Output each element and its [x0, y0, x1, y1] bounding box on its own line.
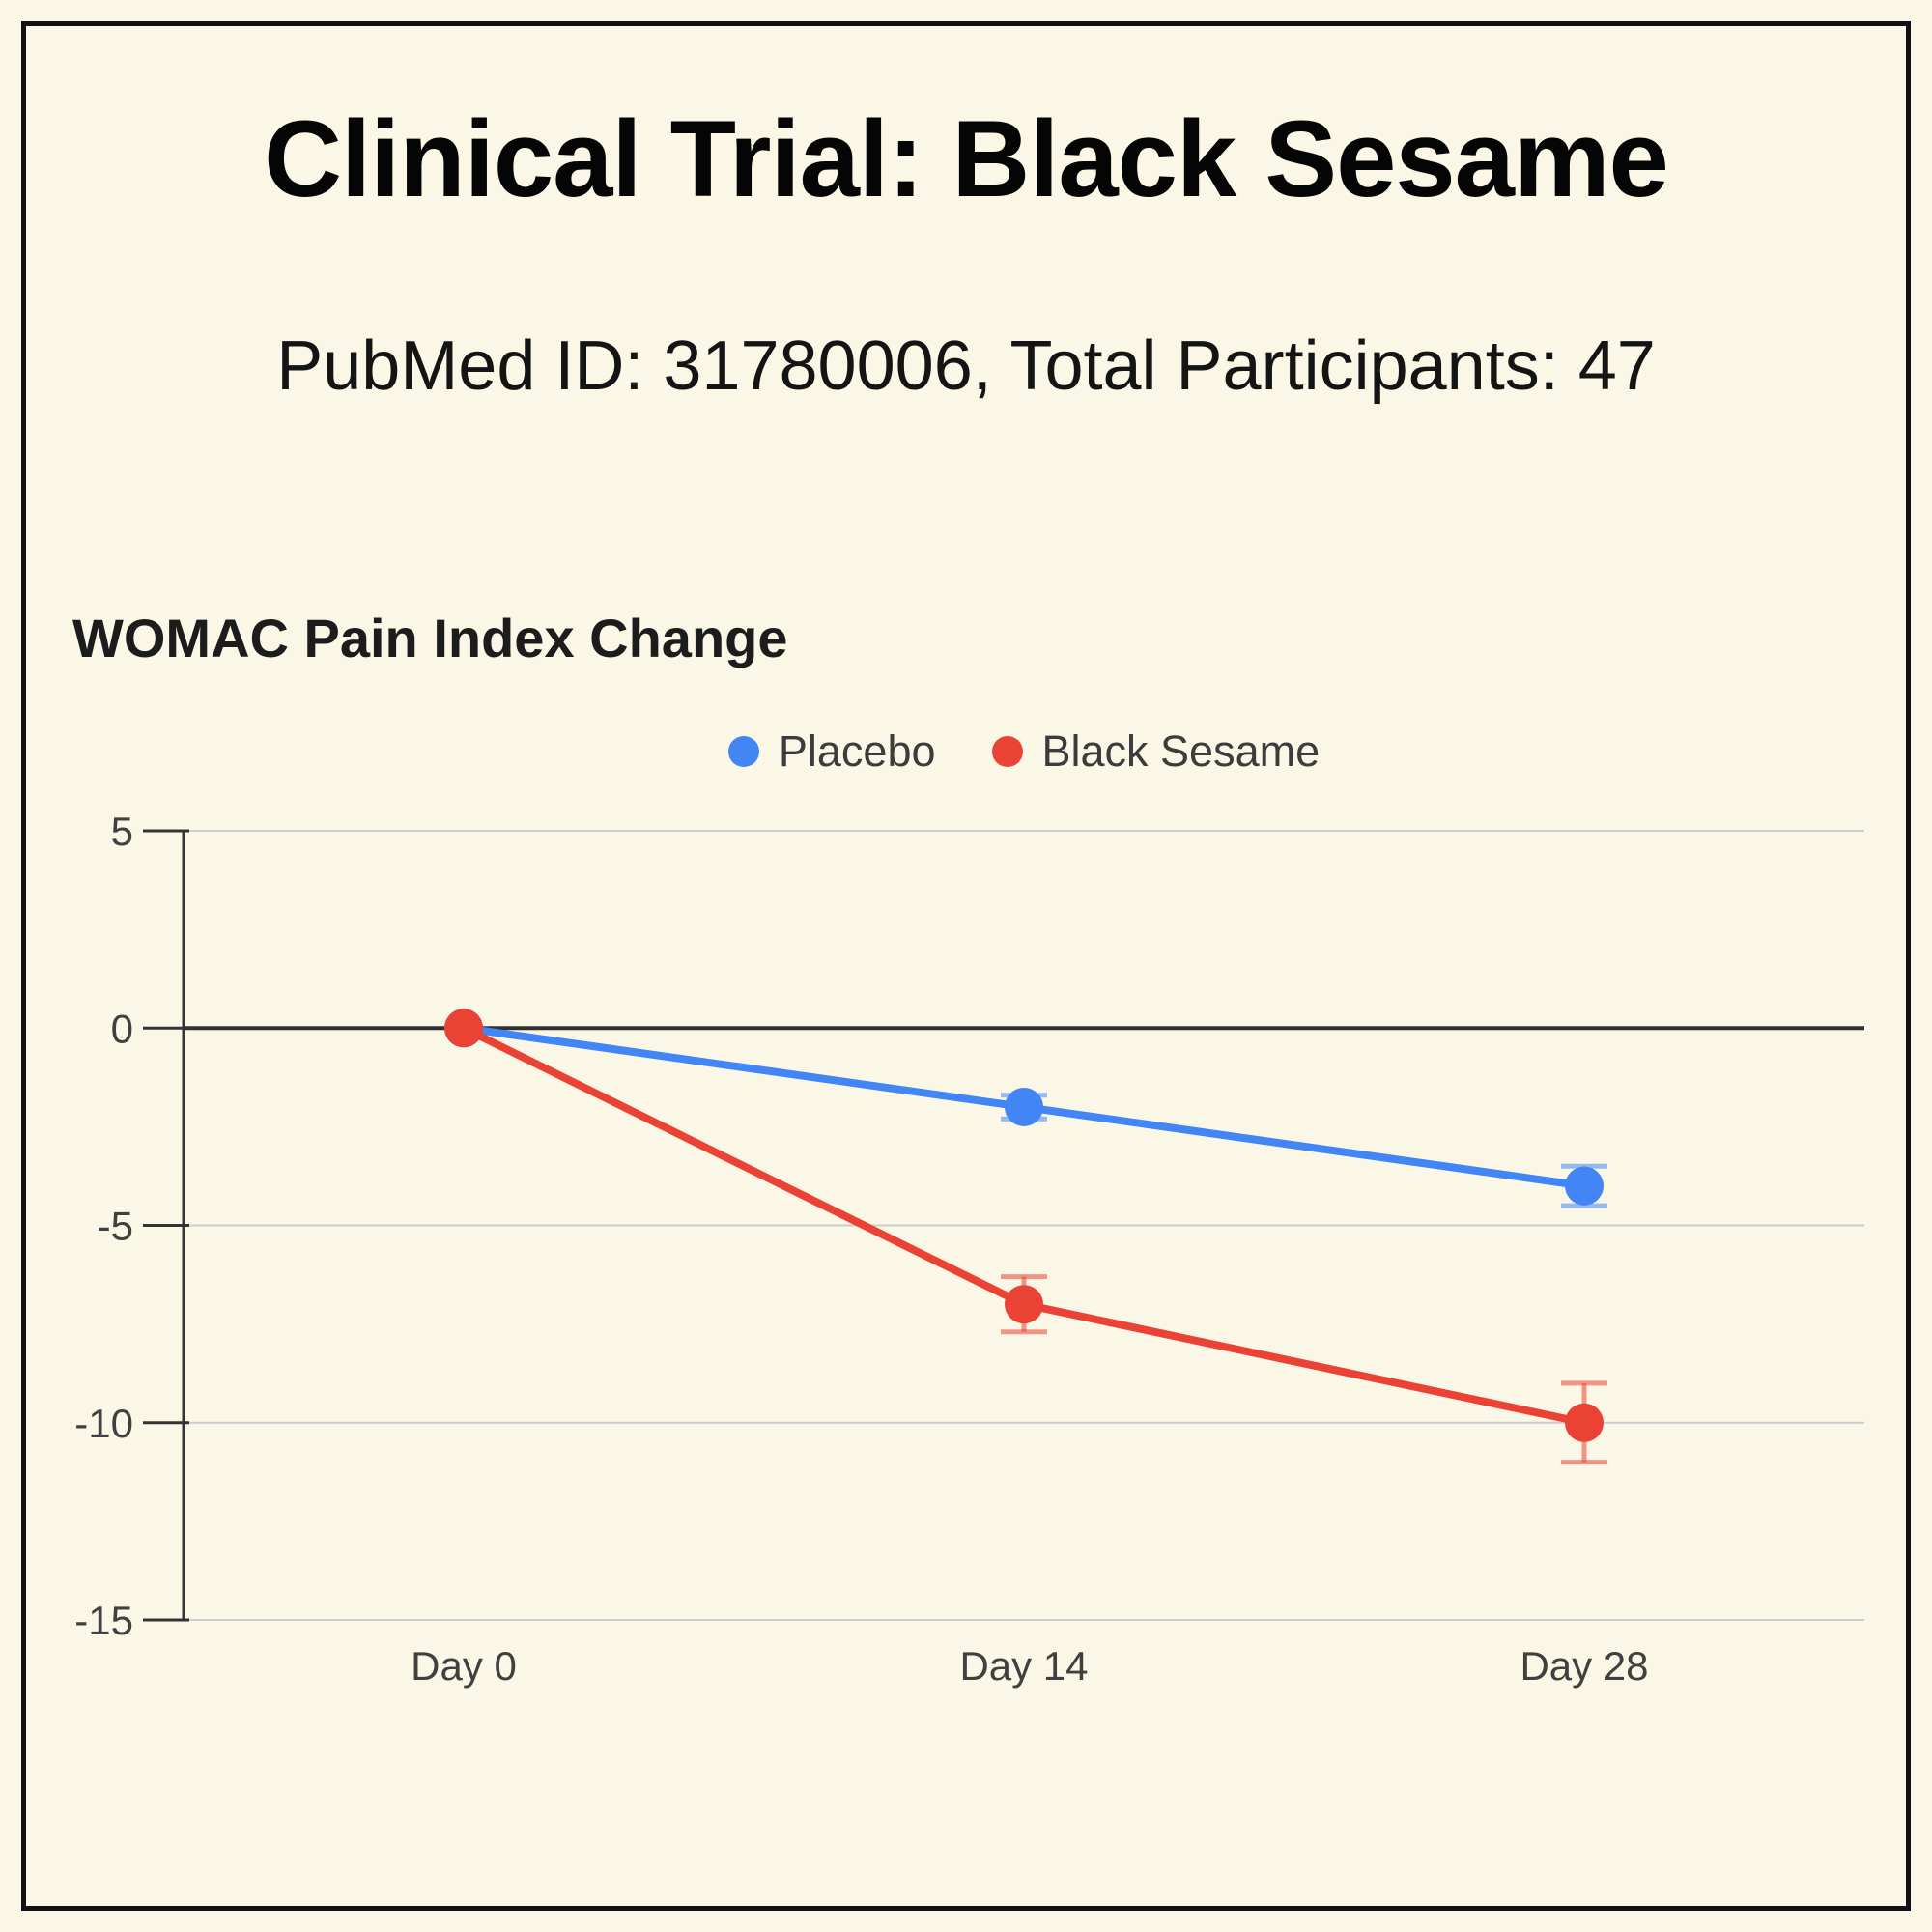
chart-legend: Placebo Black Sesame: [184, 726, 1864, 777]
x-tick-label-day-14: Day 14: [959, 1643, 1088, 1689]
y-tick-label: 5: [111, 809, 133, 854]
legend-label-placebo: Placebo: [778, 726, 936, 776]
legend-dot-black-sesame: [991, 736, 1023, 767]
page-title: Clinical Trial: Black Sesame: [264, 99, 1669, 219]
x-tick-label-day-28: Day 28: [1520, 1643, 1648, 1689]
y-tick-label: -15: [74, 1598, 133, 1643]
data-point-black-sesame-day-0[interactable]: [444, 1009, 483, 1048]
x-tick-label-day-0: Day 0: [411, 1643, 517, 1689]
y-tick-label: -10: [74, 1401, 133, 1446]
legend-label-black-sesame: Black Sesame: [1041, 726, 1321, 776]
legend-item-placebo[interactable]: Placebo: [727, 726, 936, 777]
y-tick-label: 0: [111, 1006, 133, 1051]
page-subtitle: PubMed ID: 31780006, Total Participants:…: [276, 327, 1656, 405]
y-tick-label: -5: [98, 1204, 133, 1249]
data-point-black-sesame-day-14[interactable]: [1005, 1285, 1043, 1324]
legend-dot-placebo: [727, 736, 759, 767]
legend-item-black-sesame[interactable]: Black Sesame: [991, 726, 1321, 777]
chart-svg: 5 0 -5 -10 -15 Day 0 Day 14 Day 28: [74, 809, 1864, 1689]
chart-title: WOMAC Pain Index Change: [72, 608, 788, 668]
data-point-placebo-day-28[interactable]: [1565, 1166, 1604, 1206]
data-point-placebo-day-14[interactable]: [1005, 1087, 1043, 1126]
data-point-black-sesame-day-28[interactable]: [1565, 1403, 1604, 1442]
